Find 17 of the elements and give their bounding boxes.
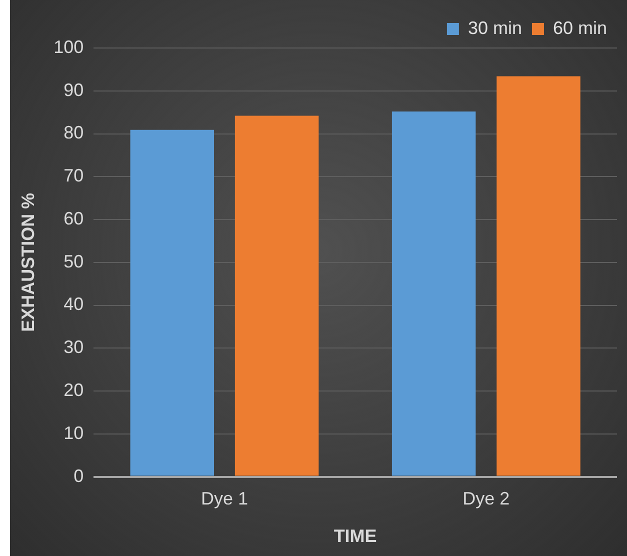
y-tick-label: 90 (64, 80, 84, 100)
x-tick-label: Dye 2 (462, 488, 510, 509)
y-tick-label: 10 (64, 422, 84, 443)
legend-label: 30 min (468, 18, 522, 38)
legend-label: 60 min (552, 18, 608, 38)
y-tick-label: 30 (64, 337, 84, 358)
y-tick-label: 70 (64, 166, 84, 186)
y-tick-label: 50 (64, 251, 84, 272)
y-tick-label: 20 (64, 380, 84, 400)
y-tick-label: 60 (64, 208, 84, 228)
x-axis-title: TIME (334, 526, 377, 546)
y-axis-title: EXHAUSTION % (18, 192, 38, 332)
y-tick-label: 0 (74, 466, 84, 486)
x-tick-label: Dye 1 (200, 488, 248, 509)
y-tick-label: 80 (64, 122, 84, 143)
y-tick-label: 40 (64, 294, 84, 314)
y-tick-label: 100 (54, 36, 84, 57)
